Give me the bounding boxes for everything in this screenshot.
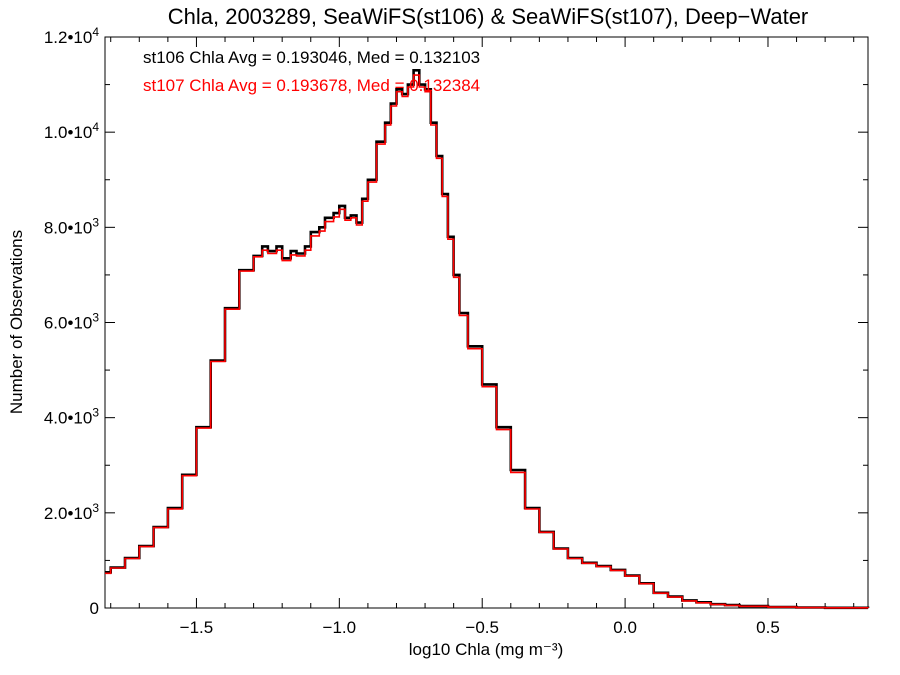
x-tick-label: −1.0 xyxy=(323,618,357,637)
y-tick-label: 8.0•103 xyxy=(44,215,100,237)
annotation-st106: st106 Chla Avg = 0.193046, Med = 0.13210… xyxy=(143,48,480,67)
x-tick-label: 0.0 xyxy=(613,618,637,637)
y-axis-label: Number of Observations xyxy=(7,230,26,414)
y-tick-label: 2.0•103 xyxy=(44,501,100,523)
x-tick-label: −1.5 xyxy=(180,618,214,637)
series-line-st106 xyxy=(105,69,870,610)
x-tick-label: −0.5 xyxy=(465,618,499,637)
annotation-st107: st107 Chla Avg = 0.193678, Med = 0.13238… xyxy=(143,76,480,95)
x-axis: −1.5 −1.0 −0.5 0.0 0.5 xyxy=(110,37,855,637)
y-tick-label: 0 xyxy=(90,599,99,618)
x-tick-label: 0.5 xyxy=(756,618,780,637)
y-tick-label: 6.0•103 xyxy=(44,311,100,333)
chart-title: Chla, 2003289, SeaWiFS(st106) & SeaWiFS(… xyxy=(168,4,809,29)
y-tick-label: 4.0•103 xyxy=(44,406,100,428)
plot-frame xyxy=(104,36,869,609)
series-layer xyxy=(105,69,870,610)
y-tick-label: 1.2•104 xyxy=(44,25,100,47)
y-tick-label: 1.0•104 xyxy=(44,120,100,142)
x-axis-label: log10 Chla (mg m⁻³) xyxy=(409,640,563,659)
series-line-st107 xyxy=(105,74,869,609)
y-axis: 0 2.0•103 4.0•103 6.0•103 8.0•103 1.0•104 1.2•… xyxy=(44,25,868,618)
